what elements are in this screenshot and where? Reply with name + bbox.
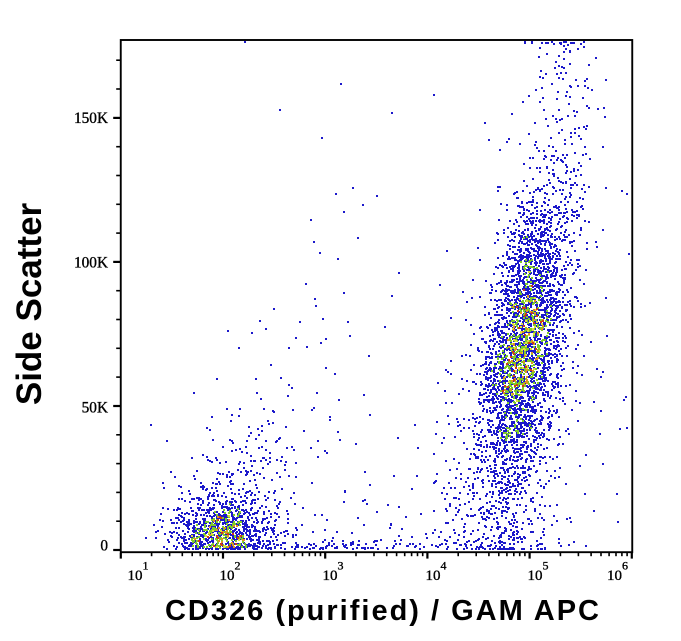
svg-text:150K: 150K [74,110,108,127]
svg-text:0: 0 [100,538,108,555]
svg-text:100K: 100K [74,255,108,272]
svg-text:Side Scatter: Side Scatter [10,202,49,405]
svg-text:CD326 (purified) / GAM APC: CD326 (purified) / GAM APC [165,595,601,627]
svg-text:50K: 50K [82,400,108,417]
